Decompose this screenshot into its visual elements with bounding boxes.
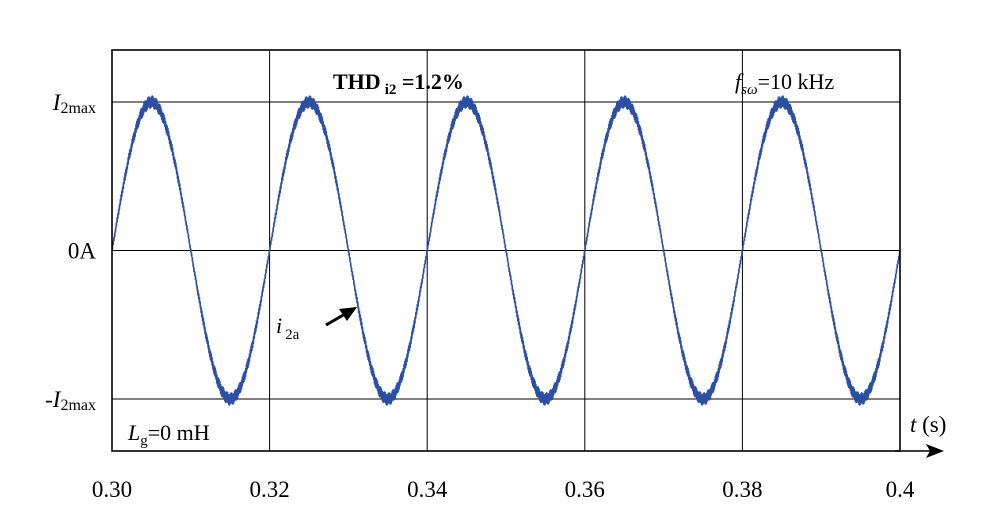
- x-tick-labels: 0.30 0.32 0.34 0.36 0.38 0.4: [92, 477, 915, 502]
- switching-frequency-annotation: fsω=10 kHz: [735, 69, 834, 98]
- x-tick-label-1: 0.32: [249, 477, 289, 502]
- y-tick-labels: I2max 0A -I2max: [45, 90, 96, 414]
- series-pointer-line: [325, 312, 346, 327]
- series-pointer-head: [339, 307, 357, 321]
- grid-inductance-annotation: Lg=0 mH: [127, 420, 210, 449]
- x-tick-label-0: 0.30: [92, 477, 132, 502]
- series-label-i2a: i 2a: [276, 313, 300, 343]
- x-axis-arrow-head: [926, 444, 944, 458]
- y-tick-label-1: 0A: [68, 239, 97, 264]
- x-tick-label-3: 0.36: [565, 477, 605, 502]
- x-axis-label: t (s): [910, 412, 946, 437]
- x-tick-label-5: 0.4: [886, 477, 915, 502]
- x-tick-label-4: 0.38: [722, 477, 762, 502]
- y-tick-label-2: -I2max: [45, 387, 96, 414]
- x-tick-label-2: 0.34: [407, 477, 448, 502]
- series-line-i2a: [111, 95, 901, 406]
- y-tick-label-0: I2max: [52, 90, 96, 117]
- thd-annotation: THD i2 =1.2%: [333, 69, 464, 98]
- plot-frame: [111, 49, 901, 452]
